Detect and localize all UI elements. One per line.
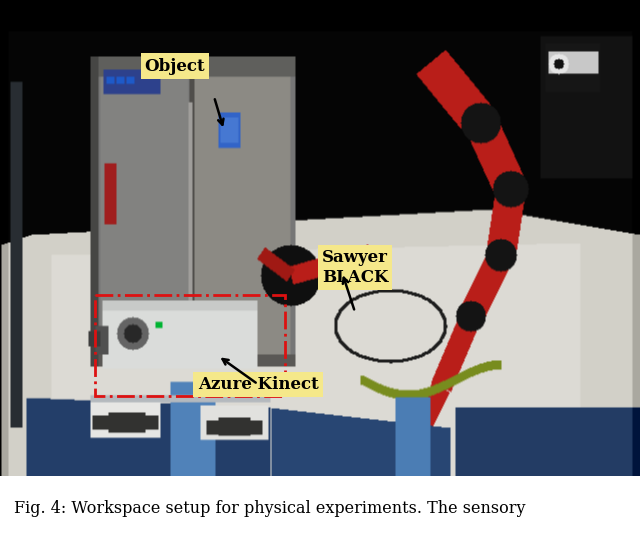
Text: Azure Kinect: Azure Kinect (198, 376, 318, 393)
Text: Object: Object (145, 58, 205, 75)
Bar (95, 295, 285, 397)
Text: Sawyer
BLACK: Sawyer BLACK (322, 249, 388, 285)
Text: Fig. 4: Workspace setup for physical experiments. The sensory: Fig. 4: Workspace setup for physical exp… (14, 499, 525, 516)
